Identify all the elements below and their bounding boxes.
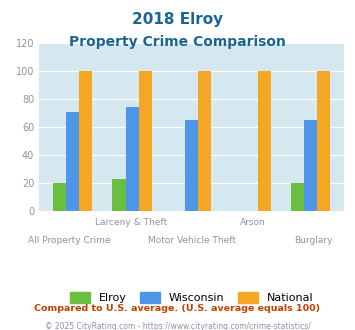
Text: All Property Crime: All Property Crime <box>28 236 111 245</box>
Text: Motor Vehicle Theft: Motor Vehicle Theft <box>148 236 236 245</box>
Bar <box>185 120 198 211</box>
Bar <box>198 71 211 211</box>
Bar <box>139 71 152 211</box>
Text: © 2025 CityRating.com - https://www.cityrating.com/crime-statistics/: © 2025 CityRating.com - https://www.city… <box>45 322 310 330</box>
Bar <box>126 108 139 211</box>
Bar <box>304 120 317 211</box>
Text: Property Crime Comparison: Property Crime Comparison <box>69 35 286 49</box>
Bar <box>113 179 126 211</box>
Text: Larceny & Theft: Larceny & Theft <box>94 218 167 227</box>
Text: Burglary: Burglary <box>295 236 333 245</box>
Bar <box>79 71 92 211</box>
Bar <box>53 183 66 211</box>
Bar <box>317 71 331 211</box>
Bar <box>66 112 79 211</box>
Bar <box>258 71 271 211</box>
Bar <box>291 183 304 211</box>
Text: 2018 Elroy: 2018 Elroy <box>132 12 223 26</box>
Text: Arson: Arson <box>240 218 266 227</box>
Legend: Elroy, Wisconsin, National: Elroy, Wisconsin, National <box>70 292 313 303</box>
Text: Compared to U.S. average. (U.S. average equals 100): Compared to U.S. average. (U.S. average … <box>34 304 321 313</box>
